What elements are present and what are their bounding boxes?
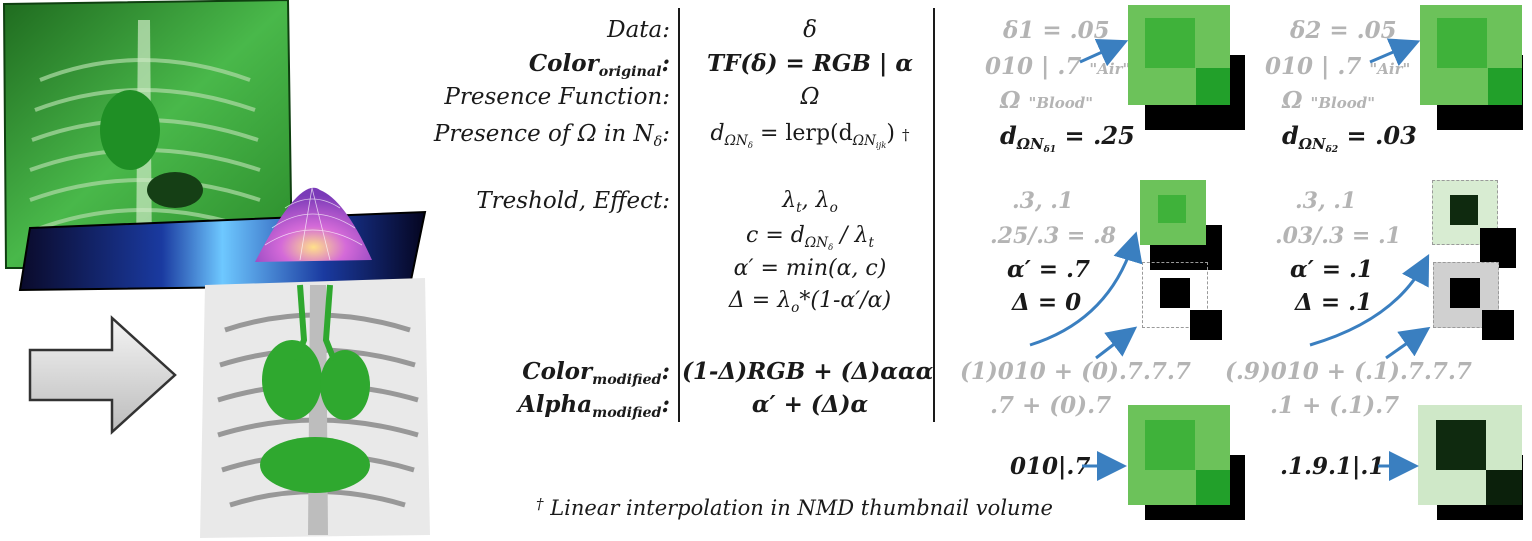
ex2-alpha-prime: α′ = .1 [1290, 256, 1374, 283]
label-presence-of-omega: Presence of Ω in Nδ: [433, 121, 670, 150]
footnote: † Linear interpolation in NMD thumbnail … [536, 495, 1053, 520]
ex2-delta-value: δ2 = .05 [1290, 17, 1397, 44]
formula-color-modified: (1-Δ)RGB + (Δ)ααα [682, 358, 934, 385]
label-alpha-modified: Alphamodified: [517, 391, 670, 421]
formula-c: c = dΩNδ / λt [746, 223, 874, 252]
ex1-delta-result: Δ = 0 [1012, 289, 1082, 316]
label-presence-function: Presence Function: [444, 84, 670, 110]
label-threshold-effect: Treshold, Effect: [476, 188, 670, 214]
ex2-alpha-calc: .1 + (.1).7 [1270, 392, 1400, 419]
divider-left [678, 8, 680, 422]
formula-alpha-prime: α′ = min(α, c) [733, 256, 887, 281]
ex1-lambdas: .3, .1 [1012, 188, 1074, 214]
ex2-delta-result: Δ = .1 [1295, 289, 1373, 316]
formula-omega: Ω [800, 84, 820, 110]
formula-lambdas: λt, λo [782, 188, 838, 216]
transition-arrow-icon [28, 315, 177, 435]
ex2-rgba-original: 010 | .7 "Air" [1265, 53, 1411, 80]
formula-delta-effect: Δ = λo*(1-α′/α) [728, 288, 892, 316]
formula-alpha-modified: α′ + (Δ)α [751, 391, 869, 418]
formula-presence-lerp: dΩNδ = lerp(dΩNijk) † [710, 121, 910, 150]
ex2-presence-value: dΩNδ2 = .03 [1282, 121, 1417, 156]
ex1-result: 010|.7 [1010, 453, 1091, 480]
ex2-c-calc: .03/.3 = .1 [1275, 223, 1401, 249]
divider-right [933, 8, 935, 422]
ex2-omega-blood: Ω "Blood" [1282, 87, 1376, 114]
ex2-lambdas: .3, .1 [1295, 188, 1357, 214]
modified-render-image [200, 278, 430, 538]
formula-delta: δ [803, 17, 817, 43]
ex2-color-calc: (.9)010 + (.1).7.7.7 [1225, 358, 1472, 385]
label-data: Data: [607, 17, 670, 43]
original-render-image [2, 0, 294, 269]
transfer-function-surface [255, 187, 372, 262]
formula-transfer-function: TF(δ) = RGB | α [706, 50, 914, 77]
ex1-c-calc: .25/.3 = .8 [990, 223, 1116, 249]
ex1-color-calc: (1)010 + (0).7.7.7 [960, 358, 1191, 385]
label-color-modified: Colormodified: [522, 358, 670, 388]
ex1-omega-blood: Ω "Blood" [1000, 87, 1094, 114]
ex1-alpha-calc: .7 + (0).7 [990, 392, 1112, 419]
label-color-original: Colororiginal: [528, 50, 670, 80]
ex1-presence-value: dΩNδ1 = .25 [1000, 121, 1135, 156]
ex1-rgba-original: 010 | .7 "Air" [985, 53, 1131, 80]
ex1-arrow-up [1095, 326, 1138, 360]
ex1-delta-value: δ1 = .05 [1003, 17, 1110, 44]
ex1-alpha-prime: α′ = .7 [1007, 256, 1091, 283]
volume-render-illustration [2, 0, 430, 538]
ex2-arrow-up [1385, 326, 1431, 360]
ex2-result: .1.9.1|.1 [1280, 453, 1385, 480]
